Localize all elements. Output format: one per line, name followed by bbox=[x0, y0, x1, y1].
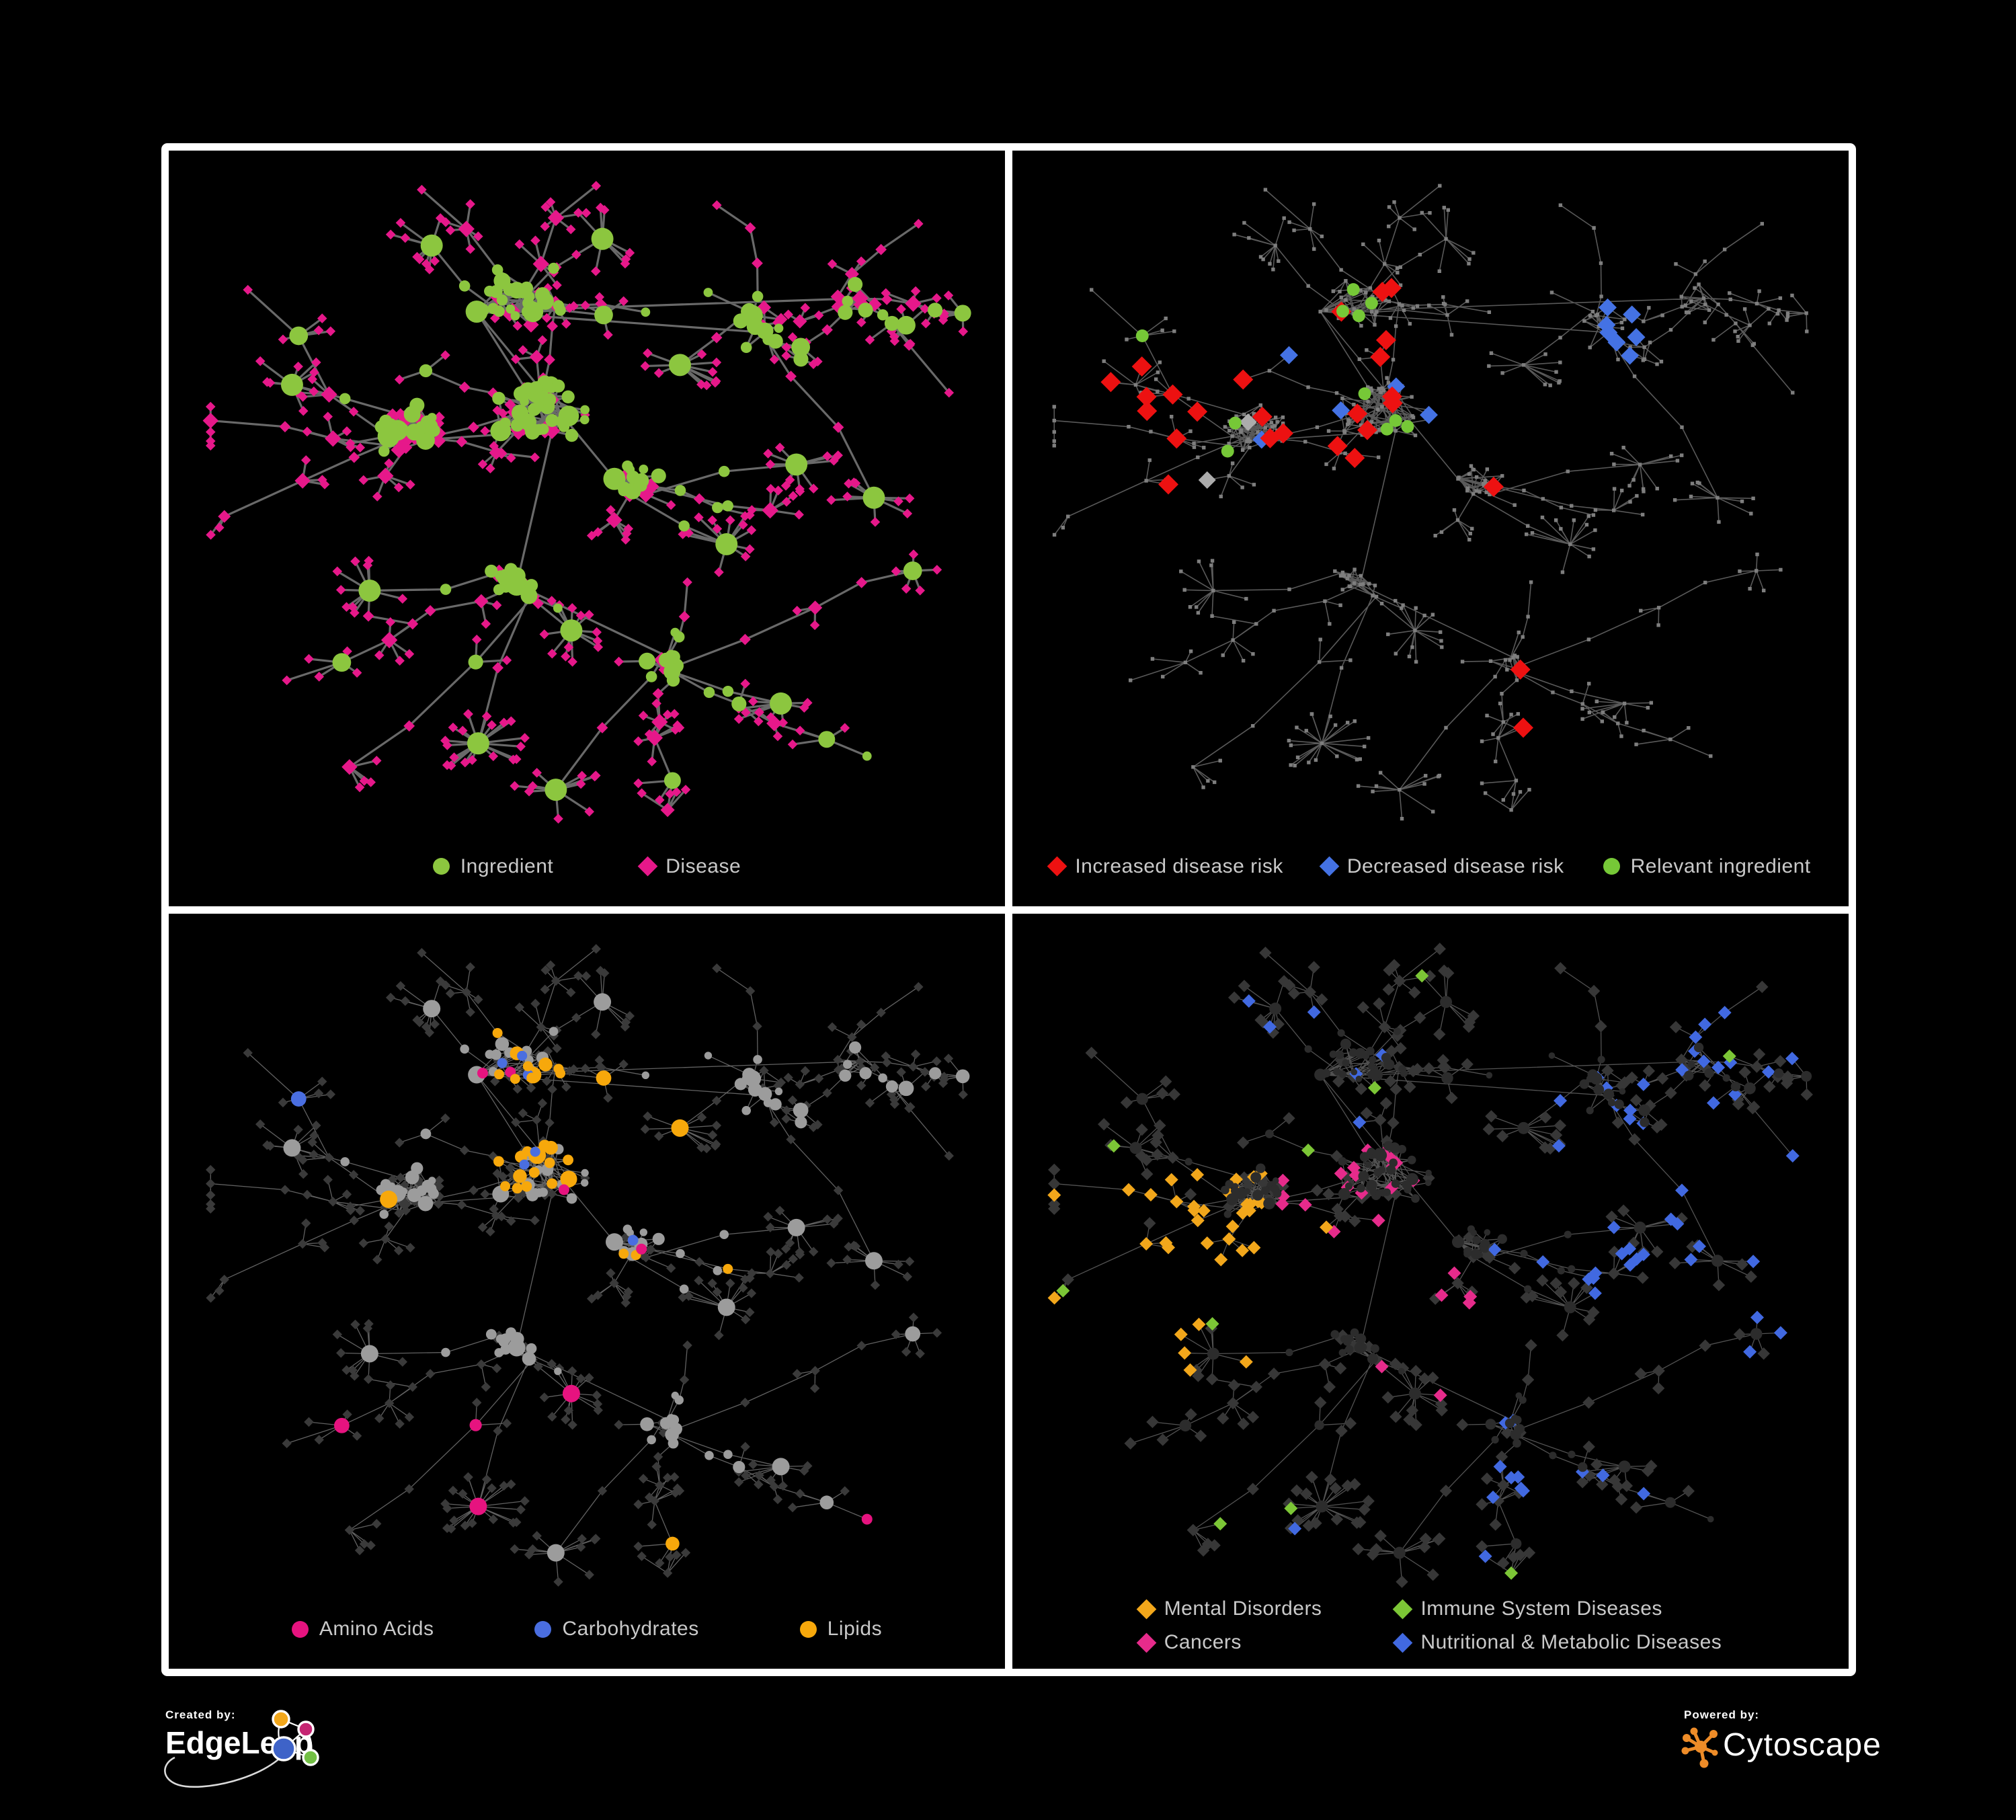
legend-item: Decreased disease risk bbox=[1319, 855, 1564, 878]
increased-risk-diamond-swatch bbox=[1047, 856, 1067, 877]
cytoscape-icon bbox=[1681, 1727, 1718, 1768]
legend-label: Disease bbox=[666, 855, 741, 877]
panel-ingredient-disease: Ingredient Disease bbox=[169, 151, 1005, 906]
legend-item: Ingredient bbox=[432, 855, 554, 878]
network-nutrient-classes bbox=[206, 943, 970, 1587]
immune-diseases-diamond-swatch bbox=[1393, 1599, 1413, 1619]
network-disease-categories bbox=[1047, 942, 1813, 1588]
legend-label: Amino Acids bbox=[319, 1618, 434, 1640]
legend-ingredient-disease: Ingredient Disease bbox=[169, 855, 1005, 878]
mental-disorders-diamond-swatch bbox=[1136, 1599, 1157, 1619]
panel-nutrient-classes: Amino Acids Carbohydrates Lipids bbox=[169, 913, 1005, 1669]
legend-label: Nutritional & Metabolic Diseases bbox=[1420, 1631, 1722, 1653]
legend-label: Decreased disease risk bbox=[1346, 855, 1564, 877]
disease-diamond-swatch bbox=[637, 856, 658, 877]
legend-nutrient-classes: Amino Acids Carbohydrates Lipids bbox=[169, 1618, 1005, 1640]
legend-item: Relevant ingredient bbox=[1603, 855, 1811, 878]
created-by-label: Created by: bbox=[165, 1708, 236, 1721]
panel-disease-categories: Mental Disorders Immune System Diseases … bbox=[1012, 913, 1849, 1669]
cytoscape-wordmark: Cytoscape bbox=[1723, 1727, 1882, 1763]
lipids-circle-swatch bbox=[799, 1620, 817, 1638]
ingredient-circle-swatch bbox=[432, 858, 450, 875]
powered-by-label: Powered by: bbox=[1684, 1708, 1760, 1721]
legend-label: Mental Disorders bbox=[1164, 1597, 1322, 1620]
legend-item: Lipids bbox=[799, 1618, 883, 1640]
cytoscape-credit: Powered by: bbox=[1684, 1708, 1759, 1722]
legend-disease-categories: Mental Disorders Immune System Diseases … bbox=[1012, 1597, 1849, 1654]
cancers-diamond-swatch bbox=[1136, 1632, 1157, 1653]
legend-disease-risk: Increased disease risk Decreased disease… bbox=[1012, 855, 1849, 878]
legend-item: Cancers bbox=[1136, 1631, 1322, 1654]
edgeleap-wordmark: EdgeLeap bbox=[165, 1725, 313, 1760]
carbohydrates-circle-swatch bbox=[534, 1620, 552, 1638]
legend-label: Ingredient bbox=[460, 855, 554, 877]
legend-label: Increased disease risk bbox=[1075, 855, 1283, 877]
nutritional-metabolic-diamond-swatch bbox=[1393, 1632, 1413, 1653]
network-ingredient-disease bbox=[202, 181, 971, 824]
network-disease-risk bbox=[1052, 184, 1809, 821]
relevant-ingredient-circle-swatch bbox=[1603, 858, 1620, 875]
legend-item: Nutritional & Metabolic Diseases bbox=[1393, 1631, 1722, 1654]
legend-label: Relevant ingredient bbox=[1630, 855, 1811, 877]
amino-acids-circle-swatch bbox=[291, 1620, 309, 1638]
edgeleap-credit: Created by: EdgeLeap bbox=[165, 1708, 313, 1761]
legend-item: Increased disease risk bbox=[1047, 855, 1283, 878]
legend-item: Carbohydrates bbox=[534, 1618, 698, 1640]
legend-label: Carbohydrates bbox=[562, 1618, 699, 1640]
legend-label: Immune System Diseases bbox=[1420, 1597, 1662, 1620]
legend-item: Disease bbox=[637, 855, 741, 878]
legend-label: Cancers bbox=[1164, 1631, 1242, 1653]
decreased-risk-diamond-swatch bbox=[1319, 856, 1340, 877]
legend-item: Mental Disorders bbox=[1136, 1597, 1322, 1620]
four-panel-frame: Ingredient Disease Increased disease ris… bbox=[161, 143, 1856, 1676]
panel-disease-risk: Increased disease risk Decreased disease… bbox=[1012, 151, 1849, 906]
legend-item: Immune System Diseases bbox=[1393, 1597, 1722, 1620]
legend-item: Amino Acids bbox=[291, 1618, 434, 1640]
legend-label: Lipids bbox=[827, 1618, 883, 1640]
